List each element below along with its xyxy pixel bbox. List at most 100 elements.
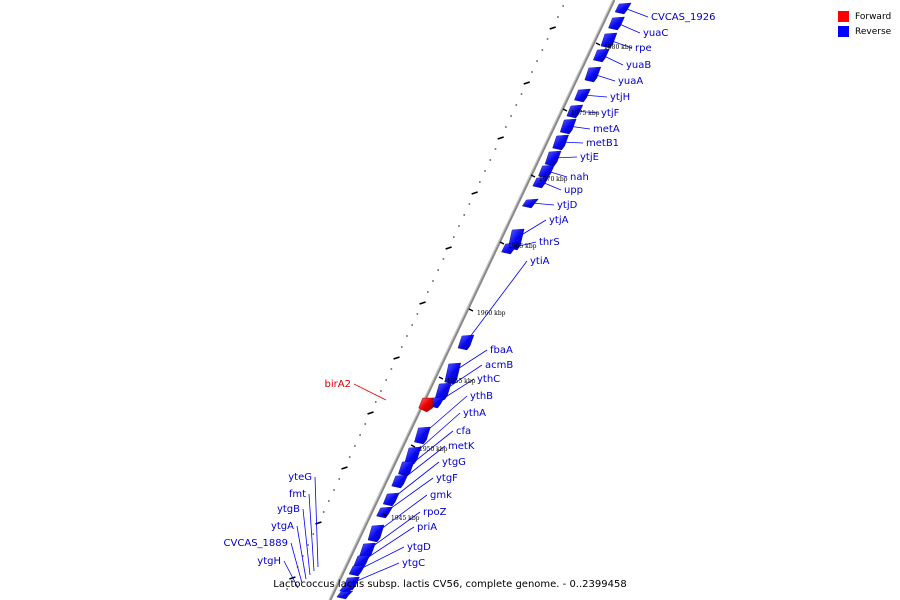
leader-line [385,477,434,513]
gene-label-rpoZ[interactable]: rpoZ [423,507,447,518]
forward-swatch [838,11,849,22]
gene-label-priA[interactable]: priA [417,522,437,533]
gene-feature-ytjH[interactable] [574,88,591,103]
gene-label-CVCAS_1889[interactable]: CVCAS_1889 [224,538,288,549]
leader-line [358,546,405,571]
reverse-swatch [838,26,849,37]
gene-label-yuaA[interactable]: yuaA [618,76,643,87]
gene-label-CVCAS_1926[interactable]: CVCAS_1926 [651,12,715,23]
gene-label-ytgB[interactable]: ytgB [277,504,300,515]
gene-label-metB1[interactable]: metB1 [586,138,619,149]
genome-backbone [328,0,616,600]
leader-line [560,141,584,144]
gene-label-ytjA[interactable]: ytjA [549,215,569,226]
leader-line [442,364,483,392]
legend-reverse-label: Reverse [855,26,892,37]
gene-feature-upp[interactable] [532,176,550,189]
leader-line [514,219,547,240]
gene-label-ythA[interactable]: ythA [463,408,486,419]
gene-feature-ytjF[interactable] [566,104,584,119]
leader-line [400,445,446,482]
gene-label-nah[interactable]: nah [570,172,589,183]
leader-line [465,260,528,343]
gene-feature-ytjD[interactable] [522,198,539,209]
gene-feature-ytgD[interactable] [348,564,366,577]
gene-label-ythC[interactable]: ythC [477,374,500,385]
gene-label-gmk[interactable]: gmk [430,490,452,501]
legend-forward: Forward [838,9,891,24]
gene-label-yteG[interactable]: yteG [288,472,312,483]
leader-line [391,461,440,500]
leader-line [624,7,649,18]
gene-feature-yuaB[interactable] [593,48,610,63]
leader-line [608,39,633,49]
gene-label-ytgD[interactable]: ytgD [407,542,431,553]
scale-tick [468,308,474,312]
leader-line [290,542,303,584]
gene-label-rpe[interactable]: rpe [635,43,652,54]
gene-label-ytjH[interactable]: ytjH [610,92,630,103]
outer-tick-marks [286,5,564,590]
gene-label-ytgG[interactable]: ytgG [442,457,466,468]
gene-features [336,2,632,600]
leader-line [601,54,624,66]
gene-label-birA2[interactable]: birA2 [325,379,351,390]
gene-feature-birA2[interactable] [418,397,433,413]
gene-label-thrS[interactable]: thrS [539,237,560,248]
gene-label-yuaB[interactable]: yuaB [626,60,651,71]
scale-tick [562,108,568,112]
gene-label-ytjE[interactable]: ytjE [580,152,599,163]
tick-mark [523,81,530,85]
leader-line [546,170,568,178]
leader-line [367,511,421,551]
tick-mark [471,191,478,195]
legend-forward-label: Forward [855,11,892,22]
gene-label-metA[interactable]: metA [593,124,620,135]
gene-label-cfa[interactable]: cfa [456,426,471,437]
gene-label-fbaA[interactable]: fbaA [490,345,513,356]
leader-line [353,383,387,401]
leader-line [308,493,315,572]
scale-tick [530,174,536,178]
gene-label-metK[interactable]: metK [448,441,475,452]
gene-label-ytgH[interactable]: ytgH [257,556,281,567]
gene-label-ytgF[interactable]: ytgF [436,473,458,484]
leader-line [362,526,415,562]
legend: Forward Reverse [838,9,891,39]
gene-label-ytjF[interactable]: ytjF [601,108,620,119]
gene-label-ytjD[interactable]: ytjD [557,200,578,211]
gene-feature-fbaA[interactable] [444,362,461,385]
gene-feature-metB1[interactable] [552,134,569,151]
gene-feature-gmk[interactable] [367,524,385,543]
gene-label-acmB[interactable]: acmB [485,360,513,371]
leader-line [375,494,428,534]
gene-label-ytgA[interactable]: ytgA [271,521,294,532]
gene-label-ytgC[interactable]: ytgC [402,558,425,569]
tick-mark [497,136,504,140]
leader-line [406,430,454,469]
gene-label-yuaC[interactable]: yuaC [643,28,668,39]
gene-feature-metA[interactable] [559,118,577,135]
gene-labels: CVCAS_1926 yuaC rpe yuaB yuaA ytjH ytjF metA met… [224,12,716,569]
gene-feature-ytjE[interactable] [544,150,562,167]
gene-feature-CVCAS_1926[interactable] [614,2,632,15]
gene-feature-rpe[interactable] [600,32,618,49]
tick-mark [419,301,426,305]
scale-label: 1960 kbp [477,310,506,317]
gene-label-ythB[interactable]: ythB [470,391,493,402]
gene-feature-fragment[interactable] [336,590,354,600]
gene-feature-yuaC[interactable] [608,16,625,31]
scale-labels: 1980 kbp 1975 kbp 1970 kbp 1965 kbp 1960 kbp… [382,42,633,522]
leader-line [531,202,555,206]
gene-label-ytiA[interactable]: ytiA [530,256,550,267]
leader-line [592,73,616,82]
leader-line [616,22,641,34]
gene-label-fmt[interactable]: fmt [289,489,306,500]
leader-line [351,562,400,584]
tick-mark [549,26,556,30]
gene-feature-ytiA[interactable] [457,334,475,351]
gene-label-upp[interactable]: upp [564,185,583,196]
leader-line [412,412,461,456]
gene-feature-yuaA[interactable] [584,66,602,83]
